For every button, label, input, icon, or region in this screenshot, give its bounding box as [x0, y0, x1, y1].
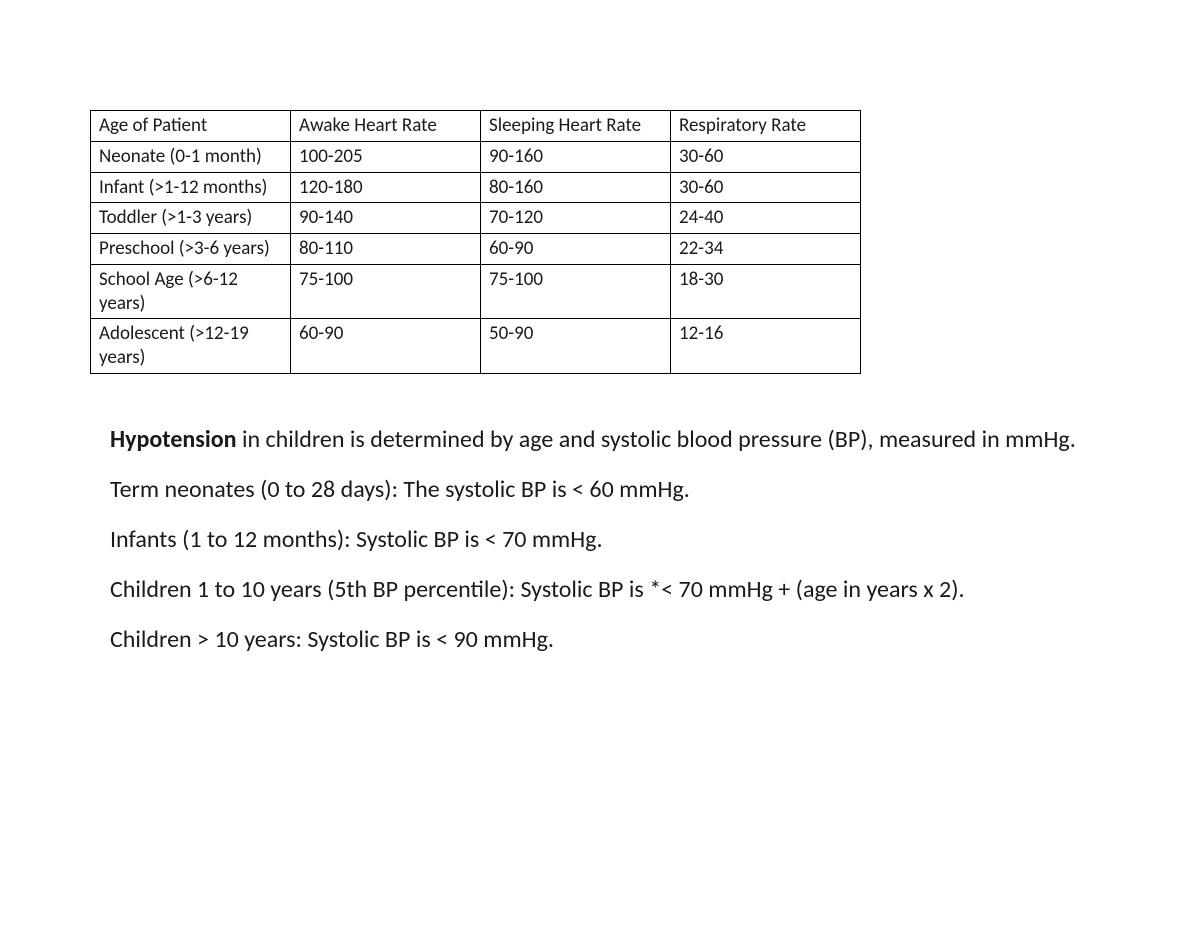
cell-resp: 24-40 [671, 203, 861, 234]
cell-resp: 30-60 [671, 172, 861, 203]
note-line: Children 1 to 10 years (5th BP percentil… [110, 572, 1100, 608]
cell-sleeping: 50-90 [481, 319, 671, 374]
intro-rest: in children is determined by age and sys… [237, 425, 1076, 454]
term-hypotension: Hypotension [110, 425, 237, 454]
note-line: Children > 10 years: Systolic BP is < 90… [110, 622, 1100, 658]
cell-sleeping: 80-160 [481, 172, 671, 203]
cell-resp: 30-60 [671, 141, 861, 172]
col-header: Respiratory Rate [671, 111, 861, 142]
table-row: Toddler (>1-3 years) 90-140 70-120 24-40 [91, 203, 861, 234]
cell-resp: 18-30 [671, 264, 861, 319]
cell-age: Infant (>1-12 months) [91, 172, 291, 203]
cell-sleeping: 75-100 [481, 264, 671, 319]
cell-age: Neonate (0-1 month) [91, 141, 291, 172]
note-line: Term neonates (0 to 28 days): The systol… [110, 472, 1100, 508]
note-line: Infants (1 to 12 months): Systolic BP is… [110, 522, 1100, 558]
cell-awake: 80-110 [291, 234, 481, 265]
table-row: Infant (>1-12 months) 120-180 80-160 30-… [91, 172, 861, 203]
cell-awake: 120-180 [291, 172, 481, 203]
table-row: Preschool (>3-6 years) 80-110 60-90 22-3… [91, 234, 861, 265]
document-page: Age of Patient Awake Heart Rate Sleeping… [0, 0, 1200, 658]
col-header: Age of Patient [91, 111, 291, 142]
cell-awake: 60-90 [291, 319, 481, 374]
table-header-row: Age of Patient Awake Heart Rate Sleeping… [91, 111, 861, 142]
cell-resp: 22-34 [671, 234, 861, 265]
table-row: Neonate (0-1 month) 100-205 90-160 30-60 [91, 141, 861, 172]
cell-sleeping: 90-160 [481, 141, 671, 172]
cell-awake: 90-140 [291, 203, 481, 234]
cell-sleeping: 70-120 [481, 203, 671, 234]
cell-awake: 100-205 [291, 141, 481, 172]
cell-resp: 12-16 [671, 319, 861, 374]
hypotension-notes: Hypotension in children is determined by… [90, 422, 1100, 658]
cell-age: Preschool (>3-6 years) [91, 234, 291, 265]
cell-age: School Age (>6-12 years) [91, 264, 291, 319]
col-header: Awake Heart Rate [291, 111, 481, 142]
cell-sleeping: 60-90 [481, 234, 671, 265]
vital-signs-table: Age of Patient Awake Heart Rate Sleeping… [90, 110, 861, 374]
cell-age: Toddler (>1-3 years) [91, 203, 291, 234]
cell-age: Adolescent (>12-19 years) [91, 319, 291, 374]
table-row: School Age (>6-12 years) 75-100 75-100 1… [91, 264, 861, 319]
cell-awake: 75-100 [291, 264, 481, 319]
table-row: Adolescent (>12-19 years) 60-90 50-90 12… [91, 319, 861, 374]
col-header: Sleeping Heart Rate [481, 111, 671, 142]
note-intro: Hypotension in children is determined by… [110, 422, 1100, 458]
